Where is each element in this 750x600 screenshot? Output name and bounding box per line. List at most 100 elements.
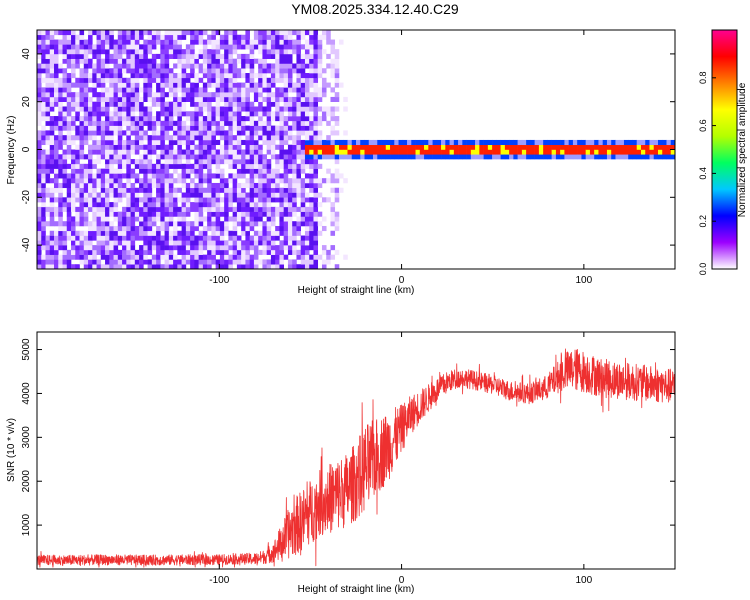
- spectrogram-cell: [54, 264, 59, 269]
- spectrogram-cell: [96, 101, 102, 107]
- spectrogram-cell: [202, 68, 208, 74]
- spectrogram-cell: [279, 63, 284, 69]
- spectrogram-cell: [258, 202, 263, 208]
- spectrogram-cell: [309, 197, 314, 203]
- spectrogram-cell: [219, 82, 225, 88]
- spectrogram-cell: [130, 245, 136, 251]
- spectrogram-cell: [156, 53, 161, 59]
- spectrogram-cell: [245, 135, 250, 141]
- spectrogram-cell: [126, 245, 131, 251]
- spectrogram-cell: [49, 77, 55, 83]
- spectrogram-cell: [83, 221, 89, 227]
- spectrogram-cell: [117, 139, 123, 146]
- spectrogram-cell: [241, 249, 246, 255]
- spectrogram-cell: [151, 173, 157, 179]
- spectrogram-cell: [258, 120, 263, 126]
- spectrogram-cell: [270, 73, 276, 79]
- spectrogram-cell: [666, 154, 672, 160]
- spectrogram-cell: [83, 245, 89, 251]
- spectrogram-cell: [71, 49, 76, 55]
- spectrogram-cell: [462, 139, 467, 146]
- spectrogram-cell: [160, 245, 165, 251]
- spectrogram-cell: [249, 63, 255, 69]
- spectrogram-cell: [513, 154, 518, 160]
- spectrogram-cell: [139, 159, 144, 165]
- spectrogram-cell: [360, 154, 365, 160]
- spectrogram-cell: [130, 144, 136, 150]
- spectrogram-cell: [296, 34, 301, 40]
- spectrogram-cell: [334, 68, 340, 74]
- spectrogram-cell: [270, 135, 276, 141]
- spectrogram-cell: [71, 173, 76, 179]
- spectrogram-cell: [198, 163, 204, 169]
- spectrogram-cell: [253, 30, 259, 36]
- spectrogram-cell: [75, 221, 80, 227]
- spectrogram-cell: [45, 187, 51, 193]
- spectrogram-cell: [134, 130, 140, 136]
- spectrogram-cell: [215, 211, 221, 217]
- spectrogram-cell: [253, 235, 259, 241]
- spectrogram-cell: [198, 34, 204, 40]
- spectrogram-cell: [611, 149, 616, 155]
- spectrogram-cell: [134, 39, 140, 45]
- spectrogram-cell: [211, 182, 216, 189]
- spectrogram-cell: [105, 259, 110, 265]
- spectrogram-cell: [173, 125, 178, 131]
- spectrogram-cell: [526, 149, 531, 155]
- spectrogram-cell: [45, 68, 51, 74]
- spectrogram-cell: [37, 96, 42, 102]
- spectrogram-cell: [432, 139, 438, 146]
- spectrogram-cell: [249, 44, 255, 50]
- spectrogram-cell: [279, 87, 284, 93]
- spectrogram-cell: [122, 264, 127, 269]
- spectrogram-cell: [181, 111, 187, 117]
- spectrogram-cell: [96, 154, 102, 160]
- spectrogram-cell: [215, 149, 221, 155]
- spectrogram-cell: [54, 96, 59, 102]
- spectrogram-cell: [321, 82, 327, 88]
- spectrogram-cell: [105, 245, 110, 251]
- spectrogram-cell: [241, 240, 246, 246]
- x-tick-label: -100: [209, 275, 229, 286]
- spectrogram-cell: [224, 154, 229, 160]
- spectrogram-cell: [190, 249, 195, 255]
- spectrogram-cell: [207, 125, 212, 131]
- spectrogram-cell: [177, 245, 182, 251]
- spectrogram-cell: [211, 211, 216, 217]
- spectrogram-cell: [54, 53, 59, 59]
- spectrogram-cell: [71, 254, 76, 260]
- spectrogram-cell: [134, 149, 140, 155]
- spectrogram-cell: [122, 249, 127, 255]
- spectrogram-cell: [139, 30, 144, 36]
- spectrogram-cell: [292, 49, 297, 55]
- spectrogram-cell: [126, 149, 131, 155]
- spectrogram-cell: [598, 139, 603, 146]
- spectrogram-cell: [202, 53, 208, 59]
- spectrogram-cell: [321, 149, 327, 155]
- spectrogram-cell: [670, 154, 675, 160]
- spectrogram-cell: [147, 92, 153, 98]
- spectrogram-cell: [96, 39, 102, 45]
- spectrogram-cell: [100, 154, 106, 160]
- spectrogram-cell: [275, 187, 280, 193]
- spectrogram-cell: [181, 125, 187, 131]
- spectrogram-cell: [139, 202, 144, 208]
- spectrogram-cell: [83, 168, 89, 174]
- spectrogram-cell: [130, 230, 136, 236]
- spectrogram-cell: [151, 235, 157, 241]
- spectrogram-cell: [122, 216, 127, 222]
- spectrogram-cell: [147, 178, 153, 184]
- spectrogram-cell: [219, 249, 225, 255]
- spectrogram-cell: [309, 73, 314, 79]
- spectrogram-cell: [292, 197, 297, 203]
- spectrogram-cell: [105, 159, 110, 165]
- spectrogram-cell: [181, 211, 187, 217]
- spectrogram-cell: [54, 245, 59, 251]
- spectrogram-cell: [156, 135, 161, 141]
- spectrogram-cell: [54, 39, 59, 45]
- spectrogram-cell: [185, 96, 191, 102]
- spectrogram-cell: [253, 173, 259, 179]
- spectrogram-cell: [151, 101, 157, 107]
- spectrogram-cell: [79, 87, 85, 93]
- spectrogram-cell: [92, 259, 97, 265]
